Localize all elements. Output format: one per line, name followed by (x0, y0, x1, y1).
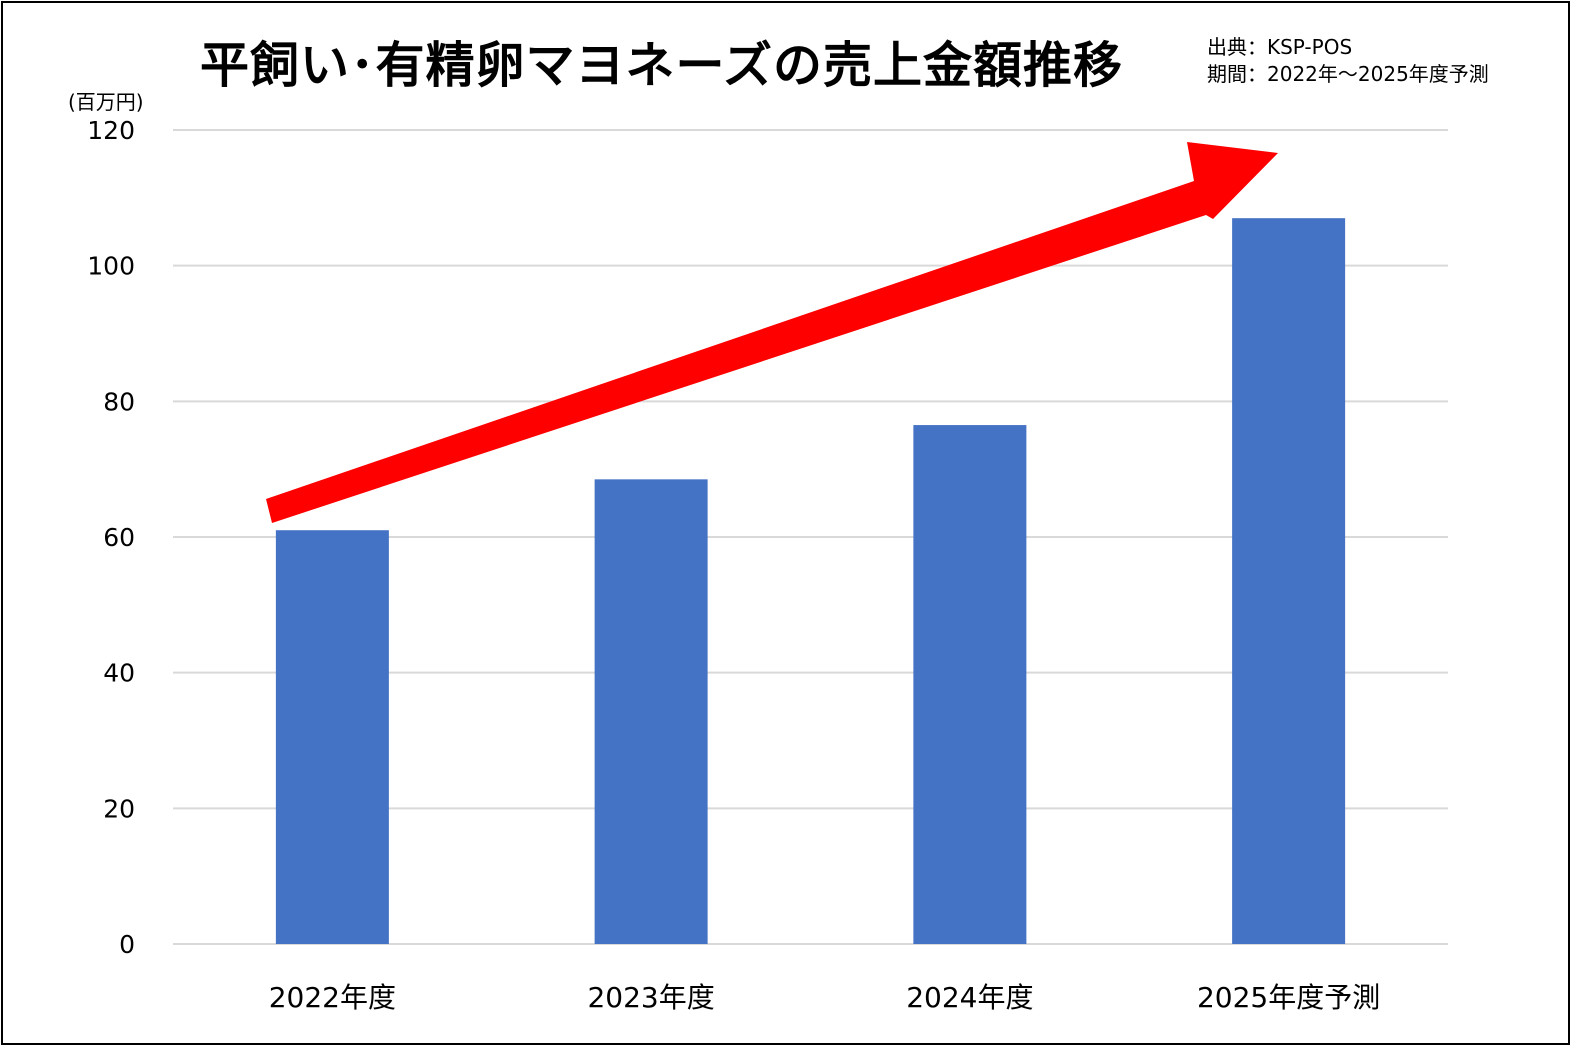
x-category-label: 2024年度 (906, 981, 1033, 1014)
x-axis-labels: 2022年度 2023年度 2024年度 2025年度予測 (269, 981, 1381, 1014)
bar (1232, 218, 1346, 944)
source-note: 出典：KSP-POS 期間：2022年～2025年度予測 (1207, 34, 1489, 88)
bar (594, 479, 708, 944)
y-tick-label: 100 (87, 252, 135, 281)
x-category-label: 2025年度予測 (1197, 981, 1380, 1014)
y-tick-label: 40 (103, 659, 135, 688)
chart-title: 平飼い･有精卵マヨネーズの売上金額推移 (200, 37, 1124, 94)
y-tick-label: 80 (103, 387, 135, 416)
bar (275, 530, 389, 944)
x-category-label: 2023年度 (587, 981, 714, 1014)
y-tick-label: 20 (103, 794, 135, 823)
bar (913, 425, 1027, 944)
y-tick-label: 60 (103, 523, 135, 552)
y-axis-ticks: 0 20 40 60 80 100 120 (87, 116, 135, 959)
y-axis-unit-label: (百万円) (68, 90, 144, 114)
trend-arrow (266, 142, 1278, 523)
period-line: 期間：2022年～2025年度予測 (1207, 62, 1489, 86)
x-category-label: 2022年度 (269, 981, 396, 1014)
y-tick-label: 120 (87, 116, 135, 145)
bars (275, 218, 1346, 944)
source-line: 出典：KSP-POS (1207, 35, 1353, 59)
y-tick-label: 0 (119, 930, 135, 959)
